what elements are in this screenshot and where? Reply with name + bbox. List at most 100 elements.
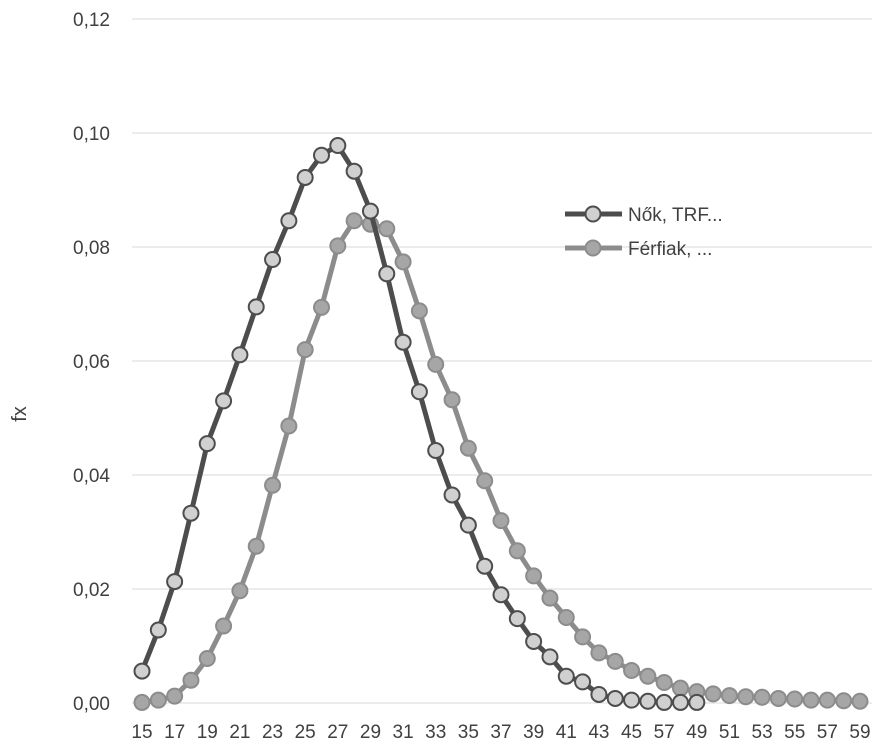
y-tick-label: 0,10 [73, 124, 110, 145]
data-point [361, 202, 379, 220]
series-1 [133, 212, 869, 711]
data-point [313, 146, 330, 164]
data-point [737, 688, 755, 706]
data-point [704, 685, 722, 703]
x-tick-label: 45 [621, 722, 642, 743]
data-point [818, 691, 836, 709]
data-point [215, 392, 233, 410]
x-tick-label: 59 [849, 722, 870, 743]
legend-item: Férfiak, ... [565, 239, 712, 260]
x-tick-label: 55 [784, 722, 805, 743]
data-point [508, 542, 526, 560]
legend-marker [584, 205, 602, 223]
data-point [508, 610, 526, 628]
data-point [492, 586, 510, 604]
legend-label: Férfiak, ... [628, 239, 712, 260]
x-tick-label: 51 [719, 722, 740, 743]
data-point [476, 472, 494, 490]
data-point [329, 237, 347, 255]
data-point [786, 690, 804, 708]
legend-label: Nők, TRF... [628, 205, 723, 226]
y-tick-label: 0,06 [73, 352, 110, 373]
data-point [264, 476, 282, 494]
y-axis-title: fx [9, 406, 31, 422]
data-point [182, 671, 200, 689]
data-point [149, 621, 167, 639]
data-point [769, 689, 787, 707]
data-point [541, 648, 559, 666]
data-point [345, 162, 363, 180]
data-point [459, 516, 477, 534]
data-point [639, 692, 657, 710]
legend: Nők, TRF... Férfiak, ... [565, 205, 723, 260]
data-point [802, 691, 820, 709]
data-point [574, 628, 592, 646]
x-tick-label: 15 [131, 722, 152, 743]
data-point [378, 220, 396, 238]
data-point [459, 439, 477, 457]
data-point [198, 650, 216, 668]
data-point [720, 687, 738, 705]
data-point [623, 691, 641, 709]
data-point [688, 693, 706, 711]
data-point [166, 687, 184, 705]
x-tick-label: 39 [523, 722, 544, 743]
data-point [378, 265, 396, 283]
data-point [623, 662, 641, 680]
data-point [851, 692, 869, 710]
data-point [345, 212, 363, 230]
legend-item: Nők, TRF... [565, 205, 723, 226]
data-point [231, 346, 249, 364]
data-point [329, 137, 347, 155]
data-point [427, 355, 445, 373]
y-axis-ticks: 0,00 0,02 0,04 0,06 0,08 0,10 0,12 [73, 10, 110, 715]
series-0 [133, 137, 706, 711]
x-tick-label: 17 [164, 722, 185, 743]
x-tick-label: 21 [229, 722, 250, 743]
data-point [541, 589, 559, 607]
data-point [476, 557, 494, 575]
x-tick-label: 49 [686, 722, 707, 743]
data-point [557, 609, 575, 626]
x-tick-label: 27 [327, 722, 348, 743]
x-tick-label: 19 [197, 722, 218, 743]
x-tick-label: 35 [458, 722, 479, 743]
data-point [606, 689, 624, 707]
data-point [247, 298, 265, 316]
data-point [427, 441, 445, 459]
x-tick-label: 53 [752, 722, 773, 743]
data-point [655, 693, 673, 711]
y-tick-label: 0,12 [73, 10, 110, 31]
legend-marker [584, 239, 602, 257]
data-point [313, 298, 330, 316]
data-point [231, 582, 249, 600]
data-point [443, 391, 461, 409]
data-point [557, 667, 575, 685]
data-point [280, 417, 298, 435]
data-point [394, 253, 412, 271]
series-line [141, 218, 861, 705]
x-tick-label: 57 [817, 722, 838, 743]
data-point [835, 692, 853, 710]
data-point [443, 486, 461, 504]
data-point [672, 679, 689, 697]
data-point [182, 504, 200, 522]
data-point [590, 685, 608, 703]
data-point [672, 693, 689, 711]
data-point [133, 693, 151, 711]
x-tick-label: 43 [588, 722, 609, 743]
data-point [215, 617, 233, 635]
data-point [525, 632, 543, 650]
x-tick-label: 57 [654, 722, 675, 743]
data-point [296, 341, 314, 359]
x-tick-label: 29 [360, 722, 381, 743]
data-point [410, 383, 428, 401]
data-point [149, 691, 167, 709]
data-point [606, 652, 624, 670]
x-tick-label: 37 [490, 722, 511, 743]
x-tick-label: 41 [556, 722, 577, 743]
data-point [296, 168, 314, 186]
series-layer [133, 137, 869, 711]
data-point [264, 251, 282, 269]
x-tick-label: 31 [393, 722, 414, 743]
